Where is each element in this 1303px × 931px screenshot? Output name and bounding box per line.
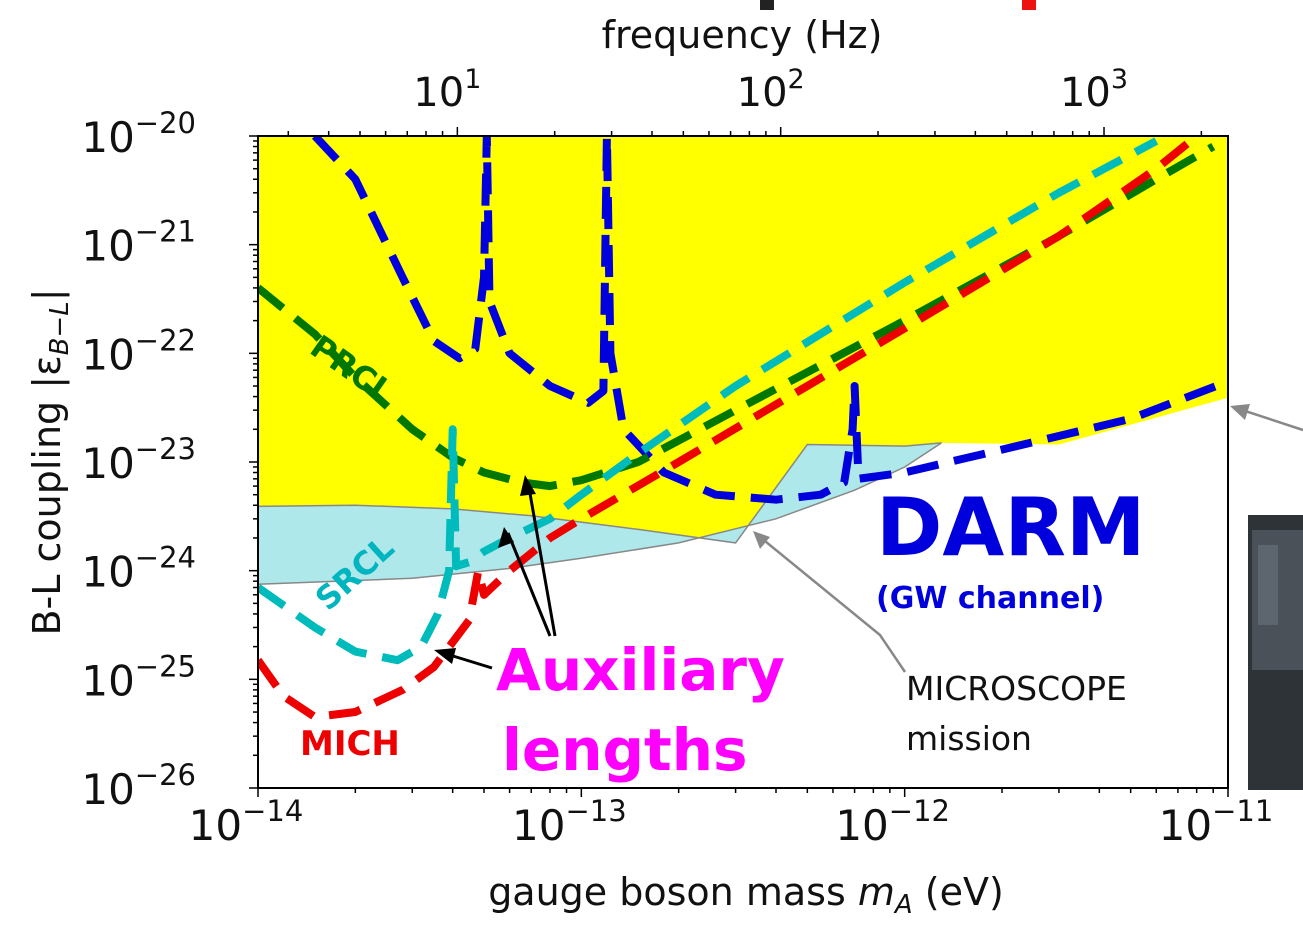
mission-label: mission bbox=[906, 719, 1032, 758]
photo-fragment-highlight bbox=[1258, 545, 1278, 625]
y-tick-label: 10−26 bbox=[81, 758, 196, 814]
auxiliary-label: Auxiliary bbox=[496, 636, 785, 704]
series-srcl-line bbox=[258, 137, 1159, 665]
microscope-region bbox=[258, 442, 942, 585]
arrow-aux-2-head bbox=[520, 475, 536, 496]
top-tick-label: 102 bbox=[737, 64, 805, 116]
y-axis-label: B-L coupling |εB−L| bbox=[25, 288, 75, 635]
series-darm-line bbox=[311, 136, 1228, 504]
y-tick-label: 10−22 bbox=[81, 323, 196, 379]
ticks-layer: 10−14 10−13 10−12 10−11 10−20 10−21 10−22 10−23… bbox=[81, 64, 1273, 850]
series-layer bbox=[258, 136, 1228, 721]
top-tick-label: 101 bbox=[413, 64, 481, 116]
x-tick-label: 10−12 bbox=[835, 794, 950, 850]
arrow-microscope bbox=[759, 536, 907, 673]
y-tick-label: 10−21 bbox=[81, 215, 196, 271]
mich-label: MICH bbox=[300, 724, 400, 764]
cropped-heading-fragment-red bbox=[1022, 0, 1036, 10]
x-tick-label: 10−13 bbox=[512, 794, 627, 850]
series-mich-line bbox=[258, 136, 1200, 721]
lengths-label: lengths bbox=[502, 716, 748, 784]
y-tick-label: 10−24 bbox=[81, 541, 196, 597]
top-axis-label: frequency (Hz) bbox=[602, 13, 883, 57]
darm-sublabel: (GW channel) bbox=[876, 581, 1104, 616]
arrow-right-boundary-head bbox=[1230, 404, 1250, 420]
y-tick-label: 10−25 bbox=[81, 649, 196, 705]
x-tick-label: 10−14 bbox=[189, 794, 304, 850]
arrow-microscope-head bbox=[753, 531, 770, 549]
arrow-aux-1-head bbox=[498, 527, 514, 548]
annotation-arrows bbox=[434, 404, 1303, 673]
x-axis-label: gauge boson mass mA (eV) bbox=[488, 870, 1004, 920]
arrow-aux-1 bbox=[506, 532, 552, 637]
top-tick-label: 103 bbox=[1060, 64, 1128, 116]
cropped-heading-fragment-dark bbox=[760, 0, 774, 10]
arrow-aux-3-head bbox=[434, 648, 456, 664]
microscope-label: MICROSCOPE bbox=[906, 669, 1127, 708]
x-tick-label: 10−11 bbox=[1159, 794, 1274, 850]
arrow-aux-2 bbox=[526, 481, 557, 637]
y-tick-label: 10−23 bbox=[81, 432, 196, 488]
y-tick-label: 10−20 bbox=[81, 106, 196, 162]
darm-label: DARM bbox=[876, 481, 1146, 574]
